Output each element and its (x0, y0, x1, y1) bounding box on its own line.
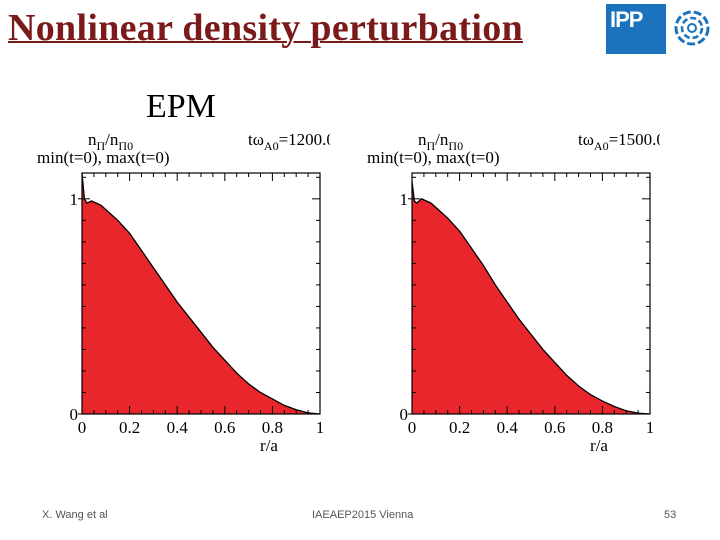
x-tick-label: 0.8 (592, 418, 613, 437)
y-tick-label: 0 (400, 405, 409, 424)
ylabel-sub2: Π0 (448, 139, 463, 153)
x-tick-label: 0.2 (119, 418, 140, 437)
density-area (82, 173, 320, 414)
x-axis-label: r/a (260, 436, 278, 455)
x-tick-label: 1 (646, 418, 655, 437)
slide-subtitle: EPM (146, 88, 216, 125)
scale-label: min(t=0), max(t=0) (37, 148, 169, 167)
time-sub: A0 (264, 139, 279, 153)
time-label: tωA0=1200.00 (248, 130, 330, 153)
ylabel-sub: Π (427, 139, 436, 153)
x-tick-label: 0 (408, 418, 417, 437)
y-tick-label: 0 (70, 405, 79, 424)
footer-conference: IAEAEP2015 Vienna (312, 509, 414, 521)
x-axis-label: r/a (590, 436, 608, 455)
y-tick-label: 1 (400, 190, 409, 209)
x-tick-label: 1 (316, 418, 325, 437)
ylabel-sub: Π (97, 139, 106, 153)
time-value: =1500.00 (609, 130, 660, 149)
scale-label: min(t=0), max(t=0) (367, 148, 499, 167)
ylabel-quantity: nΠ/nΠ0 (88, 130, 133, 153)
ylabel-slash: /n (105, 130, 119, 149)
footer-author: X. Wang et al (42, 509, 108, 521)
time-label: tωA0=1500.00 (578, 130, 660, 153)
x-tick-label: 0.2 (449, 418, 470, 437)
ylabel-sub2: Π0 (118, 139, 133, 153)
footer-page-number: 53 (664, 509, 677, 521)
x-tick-label: 0.6 (544, 418, 565, 437)
time-sub: A0 (594, 139, 609, 153)
ipp-logo-text: IPP (610, 7, 643, 32)
ipp-logo: IPP (606, 4, 666, 54)
ylabel-slash: /n (435, 130, 449, 149)
time-prefix: tω (578, 130, 594, 149)
ylabel-n: n (88, 130, 97, 149)
ylabel-quantity: nΠ/nΠ0 (418, 130, 463, 153)
x-tick-label: 0.8 (262, 418, 283, 437)
x-tick-label: 0.6 (214, 418, 235, 437)
ylabel-n: n (418, 130, 427, 149)
slide-title: Nonlinear density perturbation (8, 7, 524, 49)
x-tick-label: 0.4 (497, 418, 519, 437)
y-tick-label: 1 (70, 190, 79, 209)
time-prefix: tω (248, 130, 264, 149)
institute-ring-logo (674, 10, 710, 46)
density-area (412, 181, 650, 414)
x-tick-label: 0.4 (167, 418, 189, 437)
x-tick-label: 0 (78, 418, 87, 437)
density-curve (411, 181, 651, 415)
density-curve (81, 172, 321, 415)
time-value: =1200.00 (279, 130, 330, 149)
